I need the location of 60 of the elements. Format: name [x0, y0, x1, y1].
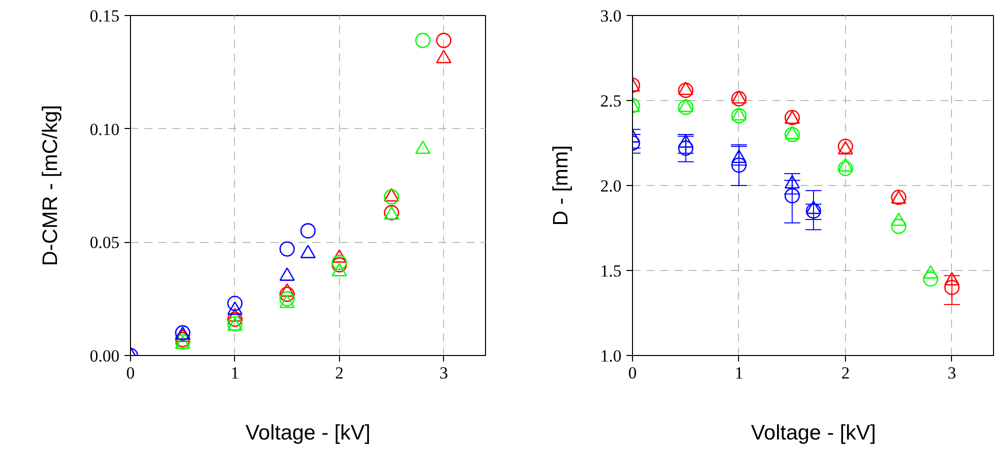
point — [944, 272, 960, 286]
point — [731, 107, 747, 120]
x-axis-title: Voltage - [kV] — [246, 422, 370, 444]
y-tick-label: 1.5 — [600, 262, 622, 280]
point — [922, 271, 938, 287]
x-tick-label: 3 — [948, 364, 956, 382]
point — [731, 90, 747, 104]
point — [838, 158, 854, 172]
y-tick-label: 0.00 — [90, 346, 120, 366]
point — [731, 150, 747, 163]
point — [279, 241, 295, 257]
y-tick-label: 0.05 — [90, 233, 120, 252]
point — [784, 126, 800, 140]
y-tick-label: 3.0 — [600, 6, 622, 26]
y-tick-label: 1.0 — [600, 346, 622, 366]
point — [784, 175, 800, 188]
x-axis-title: Voltage - [kV] — [751, 422, 876, 444]
x-tick-label: 1 — [734, 364, 744, 382]
point — [678, 140, 694, 156]
point — [784, 188, 800, 204]
point — [279, 267, 295, 281]
x-tick-label: 2 — [335, 364, 344, 382]
point — [415, 32, 431, 48]
point — [784, 126, 800, 142]
point — [678, 82, 694, 98]
y-tick-label: 2.0 — [600, 176, 622, 196]
x-tick-label: 0 — [628, 364, 637, 382]
x-tick-label: 1 — [230, 364, 240, 382]
point — [300, 244, 316, 258]
point — [678, 100, 694, 115]
point — [806, 200, 822, 214]
point — [175, 328, 190, 342]
point — [678, 98, 694, 112]
point — [731, 91, 747, 106]
y-axis-title: D - [mm] — [549, 145, 572, 226]
point — [227, 308, 243, 322]
y-tick-label: 0.10 — [90, 120, 120, 139]
point — [838, 160, 854, 176]
point — [731, 108, 747, 124]
point — [944, 280, 960, 296]
y-tick-label: 0.15 — [90, 6, 120, 26]
point — [227, 301, 243, 315]
point — [415, 140, 431, 154]
x-tick-label: 2 — [841, 364, 850, 382]
point — [332, 249, 347, 263]
point — [678, 134, 694, 148]
point — [279, 294, 295, 308]
point — [436, 32, 452, 48]
point — [332, 262, 347, 276]
point — [891, 212, 906, 226]
point — [300, 223, 316, 238]
x-tick-label: 3 — [439, 364, 448, 382]
y-axis-title: D-CMR - [mC/kg] — [38, 104, 62, 266]
point — [279, 283, 295, 297]
point — [922, 265, 938, 279]
point — [678, 82, 694, 95]
y-tick-label: 2.5 — [600, 92, 622, 110]
point — [891, 218, 906, 234]
x-tick-label: 0 — [126, 364, 135, 382]
point — [731, 157, 747, 173]
